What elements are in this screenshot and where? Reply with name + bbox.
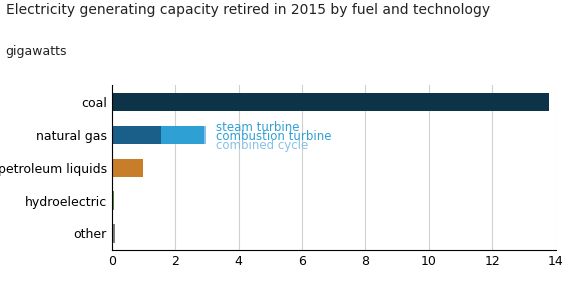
Bar: [112, 93, 550, 111]
Bar: [112, 126, 161, 144]
Bar: [161, 126, 204, 144]
Text: Electricity generating capacity retired in 2015 by fuel and technology: Electricity generating capacity retired …: [6, 3, 490, 17]
Text: combustion turbine: combustion turbine: [217, 130, 332, 143]
Bar: [112, 191, 114, 210]
Text: combined cycle: combined cycle: [217, 139, 309, 152]
Bar: [112, 224, 115, 243]
Bar: [204, 126, 206, 144]
Text: steam turbine: steam turbine: [217, 121, 300, 134]
Text: gigawatts: gigawatts: [6, 45, 67, 59]
Bar: [112, 158, 143, 177]
